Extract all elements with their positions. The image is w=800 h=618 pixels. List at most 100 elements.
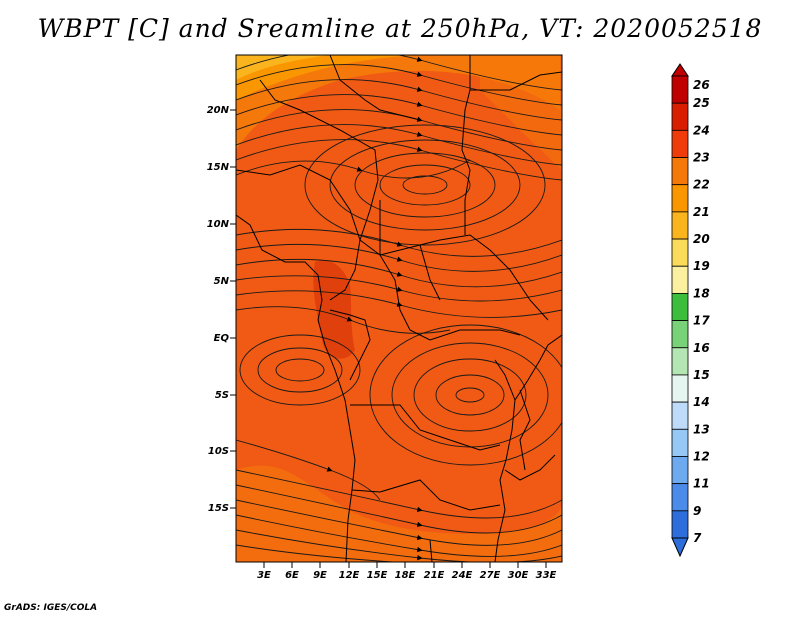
- colorbar-segment: [671, 320, 689, 349]
- lon-tick: 21E: [424, 562, 445, 581]
- colorbar-label: 24: [693, 123, 710, 137]
- colorbar-label: 12: [693, 449, 710, 463]
- lat-label-10s: 10S: [208, 446, 229, 457]
- streamlines-central-band: [236, 228, 562, 334]
- colorbar-segment: [671, 184, 689, 213]
- lon-tick: 18E: [395, 562, 416, 581]
- coastline-east: [494, 334, 562, 562]
- colorbar-label: 13: [693, 422, 710, 436]
- colorbar-segment: [671, 265, 689, 294]
- colorbar-top-arrow: [671, 63, 689, 77]
- lat-tick: 15S: [208, 503, 236, 514]
- colorbar-label: 21: [693, 205, 710, 219]
- streamlines-south-band: [236, 439, 562, 562]
- lat-label-10n: 10N: [207, 219, 230, 230]
- colorbar-segment: [671, 157, 689, 186]
- colorbar-label: 11: [693, 477, 710, 491]
- colorbar-label: 22: [693, 178, 710, 192]
- lon-label-9e: 9E: [313, 570, 327, 581]
- colorbar-segment: [671, 347, 689, 376]
- colorbar-segment: [671, 374, 689, 403]
- streamlines-west-gyre: [239, 334, 361, 406]
- colorbar-segment: [671, 211, 689, 240]
- colorbar-label: 25: [693, 96, 710, 110]
- colorbar-bottom-arrow: [671, 537, 689, 558]
- colorbar-segment: [671, 428, 689, 457]
- colorbar-segment: [671, 102, 689, 131]
- wbpt-23-south: [236, 465, 562, 562]
- lat-label-5s: 5S: [215, 390, 229, 401]
- colorbar-segment: [671, 75, 689, 104]
- lon-label-12e: 12E: [339, 570, 360, 581]
- country-boundaries: [236, 55, 562, 562]
- colorbar-label: 9: [693, 504, 701, 518]
- lon-label-21e: 21E: [424, 570, 445, 581]
- lat-tick: 10N: [207, 219, 236, 230]
- lat-label-15s: 15S: [208, 503, 229, 514]
- colorbar-segment: [671, 293, 689, 321]
- colorbar-segment: [671, 483, 689, 512]
- wbpt-21-region: [236, 55, 330, 80]
- lat-label-15n: 15N: [207, 162, 230, 173]
- lat-tick: 5N: [214, 276, 236, 287]
- colorbar-label: 19: [693, 259, 710, 273]
- wbpt-22-region: [236, 55, 420, 100]
- lon-label-15e: 15E: [367, 570, 388, 581]
- streamlines-north-gyre: [304, 124, 546, 246]
- colorbar-segment: [671, 129, 689, 158]
- colorbar-label: 18: [693, 286, 710, 300]
- lon-tick: 24E: [452, 562, 473, 581]
- colorbar-label: 7: [693, 531, 702, 545]
- chart-title: WBPT [C] and Sreamline at 250hPa, VT: 20…: [37, 14, 763, 43]
- lat-tick: 20N: [207, 105, 236, 116]
- lon-tick: 3E: [257, 562, 271, 581]
- lon-tick: 15E: [367, 562, 388, 581]
- lon-label-18e: 18E: [395, 570, 416, 581]
- lon-label-33e: 33E: [536, 570, 557, 581]
- colorbar-segment: [671, 510, 689, 539]
- colorbar-label: 14: [693, 395, 710, 409]
- colorbar-label: 16: [693, 341, 710, 355]
- grads-credit: GrADS: IGES/COLA: [4, 603, 98, 613]
- wbpt-23-east: [480, 55, 562, 170]
- lat-tick: 5S: [215, 390, 236, 401]
- colorbar-segment: [671, 238, 689, 267]
- lon-tick: 33E: [536, 562, 557, 581]
- lat-tick: 10S: [208, 446, 236, 457]
- colorbar-label: 23: [693, 151, 710, 165]
- lat-tick: EQ: [214, 333, 236, 344]
- streamlines-north-band: [236, 55, 562, 181]
- lon-axis: 3E 6E 9E 12E 15E 18E 21E 24E 27E 30E 33E: [257, 562, 557, 581]
- colorbar-label: 17: [693, 314, 710, 328]
- colorbar: 26 25 24 23 22 21 20 19 18 17 16 15 14 13 12 11 9 7: [671, 63, 710, 558]
- colorbar-labels: 26 25 24 23 22 21 20 19 18 17 16 15 14 13 12 11 9 7: [693, 78, 710, 545]
- lon-label-6e: 6E: [285, 570, 299, 581]
- lon-tick: 9E: [313, 562, 327, 581]
- colorbar-label: 15: [693, 368, 710, 382]
- lon-label-24e: 24E: [452, 570, 473, 581]
- coastline-west: [236, 214, 356, 562]
- lon-tick: 6E: [285, 562, 299, 581]
- wbpt-23-region: [236, 55, 560, 150]
- lon-label-30e: 30E: [508, 570, 529, 581]
- lat-tick: 15N: [207, 162, 236, 173]
- streamlines: [236, 55, 562, 562]
- colorbar-segment: [671, 401, 689, 430]
- colorbar-segments: [671, 75, 689, 539]
- lat-label-20n: 20N: [207, 105, 230, 116]
- lon-label-27e: 27E: [480, 570, 501, 581]
- map-plot-area: [236, 55, 562, 562]
- colorbar-segment: [671, 456, 689, 485]
- lat-label-eq: EQ: [214, 333, 230, 344]
- map-frame: [235, 54, 563, 563]
- lon-tick: 12E: [339, 562, 360, 581]
- lon-tick: 30E: [508, 562, 529, 581]
- wbpt-24-region: [313, 260, 355, 359]
- colorbar-label: 26: [693, 78, 710, 92]
- lon-tick: 27E: [480, 562, 501, 581]
- lat-label-5n: 5N: [214, 276, 230, 287]
- lon-label-3e: 3E: [257, 570, 271, 581]
- lat-axis: 20N 15N 10N 5N EQ 5S 10S 15S: [207, 105, 236, 514]
- colorbar-label: 20: [693, 232, 710, 246]
